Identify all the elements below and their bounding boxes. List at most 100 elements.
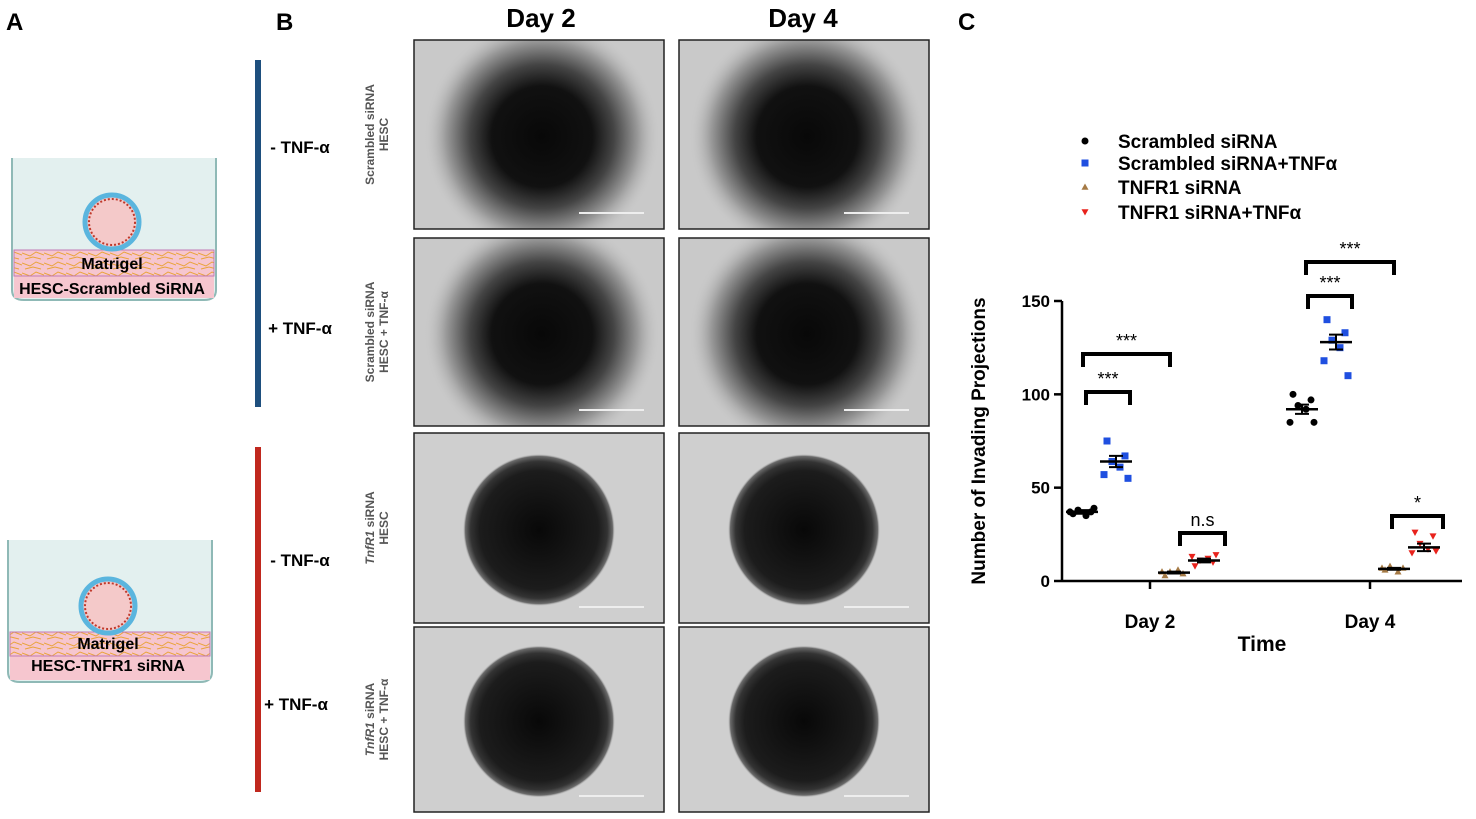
well: Matrigel HESC-TNFR1 siRNA bbox=[7, 540, 213, 683]
point bbox=[1100, 471, 1108, 479]
condition-label: - TNF-α bbox=[270, 551, 330, 570]
micrograph-frame bbox=[678, 626, 930, 813]
point bbox=[1286, 418, 1294, 426]
spheroid bbox=[728, 454, 880, 606]
x-axis-label: Time bbox=[1238, 633, 1287, 656]
point bbox=[1212, 552, 1220, 559]
group-bar bbox=[255, 60, 261, 407]
point bbox=[1090, 504, 1098, 512]
point bbox=[1429, 533, 1437, 540]
legend-marker bbox=[1081, 159, 1089, 167]
point bbox=[1188, 553, 1196, 561]
row-label: Scrambled siRNA bbox=[363, 281, 377, 382]
spheroid bbox=[463, 645, 615, 798]
point bbox=[1124, 474, 1132, 482]
panel-label: C bbox=[958, 9, 975, 36]
significance-bracket bbox=[1306, 294, 1354, 309]
micrograph bbox=[414, 433, 664, 623]
group-bar bbox=[255, 447, 261, 792]
row-label: HESC bbox=[377, 117, 391, 151]
error-bar bbox=[1295, 403, 1309, 415]
point bbox=[1121, 452, 1129, 460]
point bbox=[1336, 344, 1344, 352]
point bbox=[1411, 529, 1419, 536]
point bbox=[1103, 437, 1111, 445]
y-tick-label: 0 bbox=[1041, 572, 1050, 591]
row-label-italic: TnfR1 bbox=[363, 530, 377, 564]
row-label-text: siRNA bbox=[363, 491, 377, 531]
legend-label: Scrambled siRNA bbox=[1118, 132, 1278, 153]
legend-marker bbox=[1081, 183, 1089, 190]
legend-label: Scrambled siRNA+TNFα bbox=[1118, 154, 1337, 175]
error-bar bbox=[1167, 570, 1181, 575]
legend-label: TNFR1 siRNA bbox=[1118, 178, 1242, 199]
point bbox=[1191, 563, 1199, 570]
spheroid bbox=[687, 238, 927, 426]
error-bar bbox=[1387, 566, 1401, 571]
well-label: Matrigel bbox=[81, 256, 142, 273]
micrograph bbox=[679, 627, 929, 812]
micrograph-frame bbox=[678, 432, 930, 624]
point bbox=[1323, 316, 1331, 324]
spheroid bbox=[728, 645, 880, 798]
micrograph-frame bbox=[678, 237, 930, 427]
well-label: Matrigel bbox=[77, 636, 138, 653]
row-label-text: Scrambled siRNA bbox=[363, 281, 377, 382]
error-bar bbox=[1417, 542, 1431, 553]
y-tick-label: 150 bbox=[1022, 292, 1050, 311]
row-label-text: siRNA bbox=[363, 682, 377, 722]
significance-bracket bbox=[1178, 531, 1227, 546]
point bbox=[1161, 571, 1169, 579]
row-label: TnfR1 siRNA bbox=[363, 682, 377, 756]
x-tick-label: Day 4 bbox=[1345, 612, 1396, 633]
micrograph bbox=[679, 433, 929, 623]
row-label: HESC bbox=[377, 511, 391, 545]
well-label: HESC-Scrambled SiRNA bbox=[19, 281, 205, 298]
micrograph bbox=[414, 40, 664, 229]
micrograph-frame bbox=[678, 39, 930, 230]
spheroid bbox=[422, 40, 662, 229]
significance-bracket bbox=[1304, 260, 1396, 275]
row-label: Scrambled siRNA bbox=[363, 84, 377, 185]
micrograph-frame bbox=[413, 39, 665, 230]
spheroid bbox=[687, 40, 927, 229]
well: Matrigel HESC-Scrambled SiRNA bbox=[11, 158, 217, 301]
significance-label: *** bbox=[1319, 273, 1340, 293]
row-label: HESC + TNF-α bbox=[377, 678, 391, 760]
legend-label: TNFR1 siRNA+TNFα bbox=[1118, 203, 1302, 224]
point bbox=[1344, 372, 1352, 380]
y-tick-label: 50 bbox=[1031, 479, 1050, 498]
point bbox=[1341, 329, 1349, 337]
error-bar bbox=[1197, 557, 1211, 564]
row-label-italic: TnfR1 bbox=[363, 722, 377, 756]
error-bar bbox=[1075, 509, 1089, 515]
spheroid bbox=[422, 238, 662, 426]
spheroid bbox=[463, 454, 615, 606]
micrograph bbox=[679, 40, 929, 229]
significance-bracket bbox=[1084, 390, 1132, 405]
micrograph bbox=[679, 238, 929, 426]
x-tick-label: Day 2 bbox=[1125, 612, 1176, 633]
micrograph-frame bbox=[413, 626, 665, 813]
well-label: HESC-TNFR1 siRNA bbox=[31, 658, 185, 675]
micrograph bbox=[414, 627, 664, 812]
column-label: Day 2 bbox=[506, 3, 575, 33]
point bbox=[1432, 548, 1440, 555]
significance-label: *** bbox=[1339, 239, 1360, 259]
y-tick-label: 100 bbox=[1022, 385, 1050, 404]
legend-marker bbox=[1081, 137, 1089, 145]
point bbox=[1310, 418, 1318, 426]
row-label: TnfR1 siRNA bbox=[363, 491, 377, 565]
point bbox=[1408, 550, 1416, 557]
point bbox=[1307, 396, 1315, 404]
micrograph-frame bbox=[413, 237, 665, 427]
column-label: Day 4 bbox=[768, 3, 838, 33]
significance-bracket bbox=[1390, 514, 1445, 529]
legend-marker bbox=[1081, 209, 1089, 216]
panel-label: A bbox=[6, 9, 23, 36]
row-label: HESC + TNF-α bbox=[377, 291, 391, 373]
row-label-text: Scrambled siRNA bbox=[363, 84, 377, 185]
condition-label: + TNF-α bbox=[264, 695, 328, 714]
panel-label: B bbox=[276, 9, 293, 36]
